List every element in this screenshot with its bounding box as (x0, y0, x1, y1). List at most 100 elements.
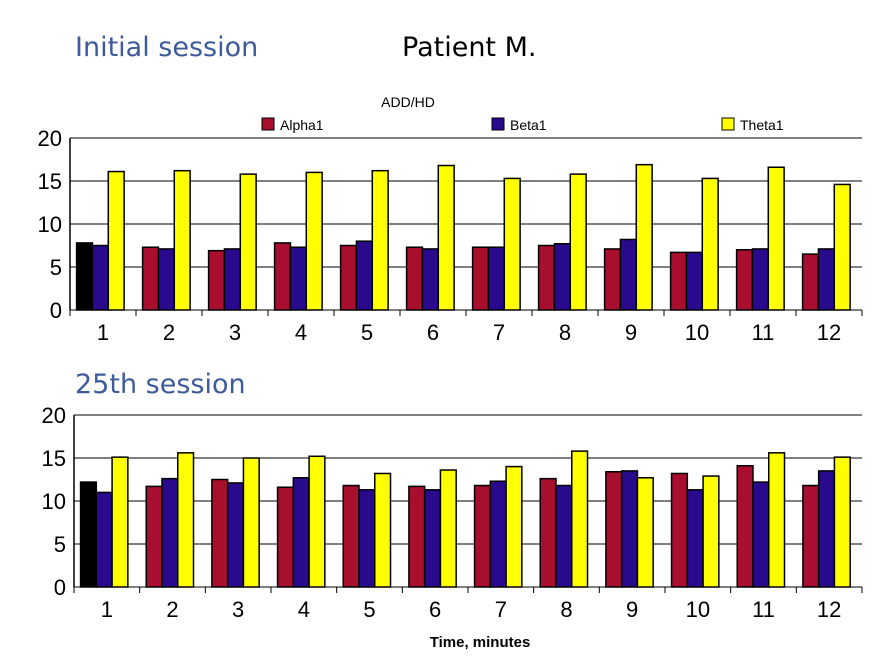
bar (305, 171, 323, 311)
y-tick-label: 15 (38, 169, 62, 194)
x-tick-label: 4 (298, 597, 310, 622)
bar (223, 248, 242, 311)
bar (471, 246, 490, 311)
bar (91, 244, 110, 311)
x-tick-label: 1 (97, 320, 109, 345)
y-tick-label: 15 (42, 446, 66, 471)
bar (833, 456, 851, 588)
bar (273, 242, 292, 311)
bar (539, 477, 557, 588)
bar (173, 169, 191, 311)
initial-session-title: Initial session (75, 32, 259, 63)
bar (95, 491, 113, 588)
bar (308, 455, 326, 588)
x-tick-label: 1 (101, 597, 113, 622)
bar (569, 173, 587, 311)
bar (276, 486, 295, 588)
bar (503, 177, 521, 311)
bar (702, 475, 720, 588)
bar (768, 452, 786, 588)
bar (207, 249, 226, 311)
bar (289, 246, 308, 311)
bar (686, 489, 704, 588)
bar (473, 484, 492, 588)
bar (801, 253, 820, 311)
bar (342, 484, 360, 588)
bar (239, 173, 257, 311)
bar (489, 480, 507, 588)
y-tick-label: 5 (50, 255, 62, 280)
bar (339, 244, 358, 311)
y-tick-label: 10 (38, 212, 62, 237)
x-tick-label: 7 (493, 320, 505, 345)
bar (292, 477, 310, 588)
x-tick-label: 2 (166, 597, 178, 622)
x-tick-label: 8 (560, 597, 572, 622)
x-tick-label: 5 (363, 597, 375, 622)
x-tick-label: 10 (685, 320, 709, 345)
bar (487, 246, 506, 311)
legend-swatch (721, 117, 735, 131)
x-tick-label: 6 (427, 320, 439, 345)
bar (211, 478, 229, 588)
bar (157, 248, 176, 311)
bar (735, 249, 754, 311)
legend-swatch (261, 117, 275, 131)
bar (817, 248, 836, 311)
legend-swatch (491, 117, 505, 131)
bar (571, 450, 589, 588)
legend: Alpha1 Beta1 Theta1 (261, 117, 784, 133)
bar (226, 482, 245, 588)
bar (421, 248, 440, 311)
bar (817, 470, 836, 588)
y-tick-label: 0 (54, 575, 66, 600)
bar (355, 240, 374, 311)
patient-title: Patient M. (402, 32, 537, 63)
bar (505, 465, 523, 588)
bar (670, 472, 689, 588)
bar (242, 457, 260, 588)
bar (685, 251, 704, 311)
bar (603, 248, 622, 311)
bar (751, 248, 770, 311)
x-tick-label: 9 (625, 320, 637, 345)
bar (605, 471, 623, 588)
x-tick-label: 12 (817, 320, 841, 345)
x-tick-label: 11 (752, 597, 775, 622)
bar (752, 481, 770, 588)
bar (619, 238, 638, 311)
bar (75, 242, 94, 311)
bar (107, 170, 125, 311)
bar (111, 456, 129, 588)
x-tick-label: 5 (361, 320, 373, 345)
y-tick-label: 20 (42, 403, 66, 428)
bar (408, 485, 426, 588)
bar (802, 484, 820, 588)
bar (833, 183, 851, 311)
bar (141, 246, 160, 311)
x-tick-label: 3 (229, 320, 241, 345)
bar (161, 477, 179, 588)
bar (736, 464, 754, 588)
x-tick-label: 10 (686, 597, 710, 622)
y-tick-label: 20 (38, 126, 62, 151)
bar (437, 164, 455, 311)
legend-label: Theta1 (740, 117, 784, 133)
bar (371, 169, 389, 311)
x-tick-label: 11 (752, 320, 775, 345)
bar (620, 470, 639, 588)
x-tick-label: 9 (626, 597, 638, 622)
bar (555, 484, 573, 588)
bar (439, 469, 457, 588)
bar (374, 472, 392, 588)
x-tick-label: 12 (817, 597, 841, 622)
chart-top-label: ADD/HD (381, 94, 435, 110)
bar (423, 489, 442, 588)
x-tick-label: 2 (163, 320, 175, 345)
bar (701, 177, 719, 311)
y-tick-label: 0 (50, 298, 62, 323)
bar (145, 485, 163, 588)
x-axis-label: Time, minutes (430, 634, 531, 651)
